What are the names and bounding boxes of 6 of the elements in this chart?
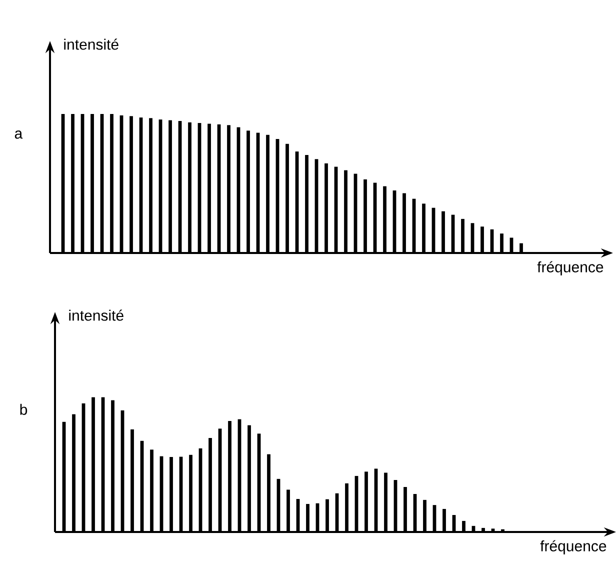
y-axis-title: intensité <box>64 38 118 50</box>
y-axis-title: intensité <box>69 310 124 321</box>
chart-title: b <box>20 404 28 415</box>
x-axis-title: fréquence <box>540 540 606 554</box>
text: a <box>14 130 23 139</box>
x-axis-title: fréquence <box>537 261 604 276</box>
